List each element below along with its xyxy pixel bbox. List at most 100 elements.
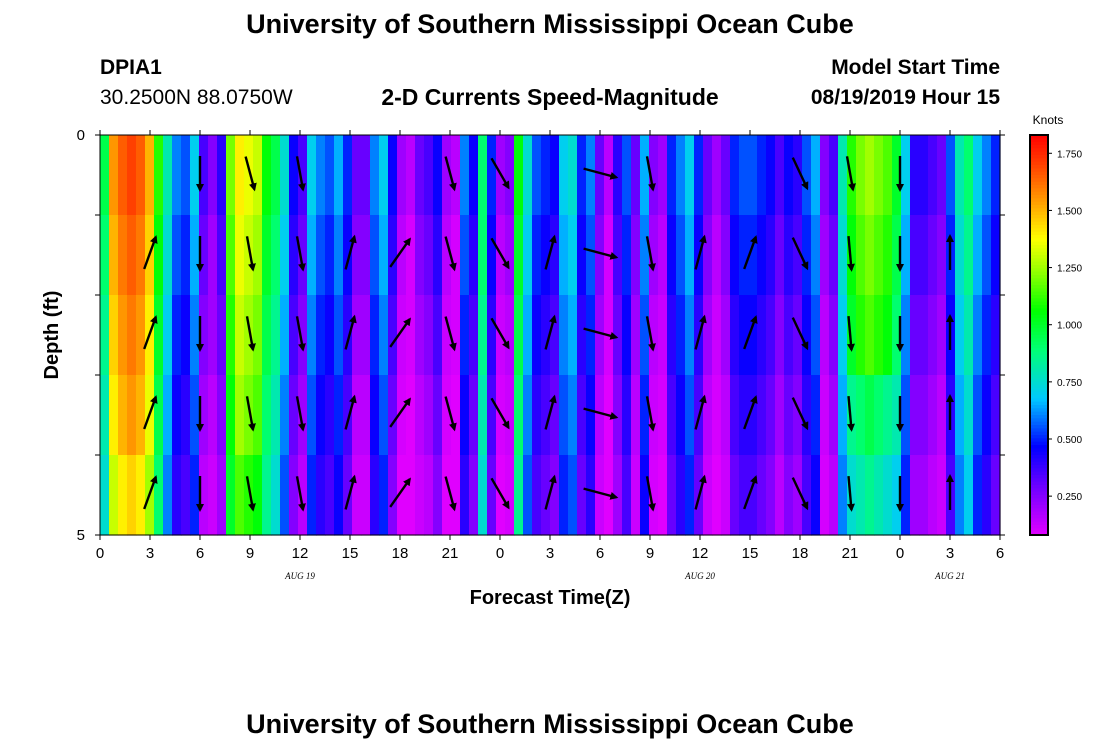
heatmap-cell bbox=[361, 135, 371, 216]
heatmap-cell bbox=[379, 375, 389, 456]
heatmap-cell bbox=[262, 135, 272, 216]
current-vector-arrow bbox=[490, 477, 510, 510]
current-vector-arrow bbox=[743, 315, 758, 350]
heatmap-cell bbox=[856, 455, 866, 536]
heatmap-cell bbox=[217, 135, 227, 216]
heatmap-cell bbox=[847, 455, 857, 536]
heatmap-cell bbox=[739, 375, 749, 456]
heatmap-cell bbox=[406, 455, 416, 536]
colorbar-swatch bbox=[1030, 291, 1048, 296]
heatmap-cells bbox=[100, 135, 1001, 536]
heatmap-cell bbox=[874, 135, 884, 216]
current-vector-arrow bbox=[444, 316, 457, 352]
heatmap-cell bbox=[721, 215, 731, 296]
heatmap-cell bbox=[712, 135, 722, 216]
heatmap-cell bbox=[127, 215, 137, 296]
heatmap-cell bbox=[631, 455, 641, 536]
heatmap-cell bbox=[550, 215, 560, 296]
current-vector-arrow bbox=[143, 475, 158, 510]
colorbar-swatch bbox=[1030, 465, 1048, 469]
heatmap-cell bbox=[352, 295, 362, 376]
colorbar-swatch bbox=[1030, 211, 1048, 216]
heatmap-cell bbox=[811, 455, 821, 536]
heatmap-cell bbox=[667, 295, 677, 376]
heatmap-cell bbox=[334, 215, 344, 296]
heatmap-cell bbox=[478, 375, 488, 456]
colorbar-tick-label: 1.500 bbox=[1057, 206, 1082, 217]
heatmap-cell bbox=[199, 375, 209, 456]
heatmap-cell bbox=[343, 215, 353, 296]
heatmap-cell bbox=[316, 295, 326, 376]
heatmap-cell bbox=[730, 375, 740, 456]
heatmap-cell bbox=[919, 455, 929, 536]
current-vector-arrow bbox=[791, 157, 809, 191]
heatmap-cell bbox=[289, 455, 299, 536]
heatmap-cell bbox=[982, 135, 992, 216]
colorbar-swatch bbox=[1030, 195, 1048, 199]
colorbar-swatch bbox=[1030, 315, 1048, 319]
heatmap-cell bbox=[847, 295, 857, 376]
current-vector-arrow bbox=[645, 476, 656, 512]
heatmap-cell bbox=[820, 295, 830, 376]
heatmap-cell bbox=[973, 455, 983, 536]
heatmap-cell bbox=[181, 375, 191, 456]
colorbar-swatch bbox=[1030, 378, 1048, 383]
heatmap-cell bbox=[172, 295, 182, 376]
colorbar-swatch bbox=[1030, 145, 1048, 149]
heatmap-cell bbox=[118, 455, 128, 536]
current-vector-arrow bbox=[344, 474, 357, 510]
heatmap-cell bbox=[442, 455, 452, 536]
heatmap-cell bbox=[280, 295, 290, 376]
heatmap-cell bbox=[442, 215, 452, 296]
heatmap-cell bbox=[847, 375, 857, 456]
heatmap-cell bbox=[154, 135, 164, 216]
heatmap-cell bbox=[919, 375, 929, 456]
colorbar-swatch bbox=[1030, 381, 1048, 386]
heatmap-cell bbox=[487, 135, 497, 216]
currents-heatmap-chart: 0 3 6 9 12 15 18 21 0 3 6 9 12 15 18 21 0 3 6 AUG 19 AUG 20 A… bbox=[41, 113, 1082, 609]
current-vector-arrow bbox=[743, 395, 758, 430]
heatmap-cell bbox=[559, 135, 569, 216]
heatmap-cell bbox=[901, 135, 911, 216]
heatmap-cell bbox=[811, 215, 821, 296]
colorbar-swatch bbox=[1030, 198, 1048, 203]
heatmap-cell bbox=[910, 135, 920, 216]
heatmap-cell bbox=[379, 135, 389, 216]
heatmap-cell bbox=[217, 295, 227, 376]
heatmap-cell bbox=[568, 455, 578, 536]
heatmap-cell bbox=[397, 455, 407, 536]
heatmap-cell bbox=[478, 215, 488, 296]
heatmap-cell bbox=[991, 215, 1001, 296]
heatmap-cell bbox=[964, 295, 974, 376]
heatmap-cell bbox=[730, 455, 740, 536]
heatmap-cell bbox=[640, 455, 650, 536]
model-start-value: 08/19/2019 Hour 15 bbox=[810, 86, 1000, 109]
heatmap-cell bbox=[928, 215, 938, 296]
x-tick-label: 9 bbox=[246, 545, 254, 562]
heatmap-cell bbox=[766, 215, 776, 296]
colorbar-swatch bbox=[1030, 491, 1048, 496]
y-tick-label: 5 bbox=[77, 527, 85, 544]
heatmap-cell bbox=[406, 215, 416, 296]
colorbar-swatch bbox=[1030, 295, 1048, 299]
heatmap-cell bbox=[595, 215, 605, 296]
heatmap-cell bbox=[838, 455, 848, 536]
colorbar-swatch bbox=[1030, 248, 1048, 253]
heatmap-cell bbox=[622, 455, 632, 536]
heatmap-cell bbox=[325, 375, 335, 456]
heatmap-cell bbox=[622, 295, 632, 376]
current-vector-arrow bbox=[791, 477, 809, 511]
colorbar-swatch bbox=[1030, 208, 1048, 213]
heatmap-cell bbox=[118, 215, 128, 296]
heatmap-cell bbox=[487, 215, 497, 296]
heatmap-cell bbox=[136, 455, 146, 536]
station-id: DPIA1 bbox=[100, 56, 162, 79]
heatmap-cell bbox=[343, 135, 353, 216]
heatmap-cell bbox=[352, 455, 362, 536]
colorbar-swatch bbox=[1030, 288, 1048, 293]
heatmap-cell bbox=[514, 455, 524, 536]
heatmap-cell bbox=[892, 215, 902, 296]
heatmap-cell bbox=[685, 135, 695, 216]
heatmap-cell bbox=[325, 455, 335, 536]
heatmap-cell bbox=[937, 295, 947, 376]
